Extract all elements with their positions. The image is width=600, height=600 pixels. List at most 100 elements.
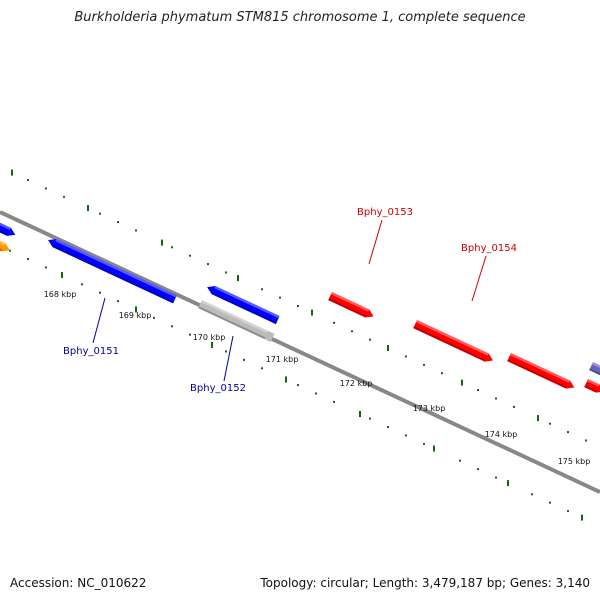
minor-tick	[117, 300, 119, 303]
backbone-line	[0, 210, 600, 494]
minor-tick	[189, 254, 191, 257]
minor-tick	[81, 283, 83, 286]
minor-tick	[459, 459, 461, 462]
tick-label: 175 kbp	[558, 457, 591, 466]
gene-arrow[interactable]	[584, 379, 600, 396]
gene-label[interactable]: Bphy_0152	[190, 383, 246, 394]
gene-shadow	[328, 298, 367, 318]
gene-arrow[interactable]	[0, 236, 12, 254]
gene-shadow	[584, 385, 597, 393]
gene-highlight	[200, 300, 269, 334]
gene-label[interactable]: Bphy_0151	[63, 346, 119, 357]
leader-line	[92, 297, 106, 344]
gene-highlight	[415, 320, 489, 356]
gene-arrow[interactable]	[198, 300, 275, 342]
backbone-stroke	[0, 210, 600, 494]
gene-feature[interactable]	[584, 379, 600, 396]
minor-tick	[423, 442, 425, 445]
gene-highlight	[55, 238, 177, 298]
gene-highlight	[214, 285, 280, 319]
minor-tick	[225, 271, 227, 274]
gene-feature[interactable]	[0, 218, 17, 239]
gene-label[interactable]: Bphy_0153	[357, 207, 413, 218]
gene-shadow	[0, 224, 8, 236]
minor-tick	[297, 305, 299, 308]
gene-feature[interactable]	[0, 236, 12, 254]
minor-tick	[441, 372, 443, 375]
gene-arrow[interactable]	[507, 353, 576, 392]
minor-tick	[477, 468, 479, 471]
tick-label: 174 kbp	[485, 430, 518, 439]
minor-tick	[495, 476, 497, 479]
minor-tick	[99, 212, 101, 215]
minor-tick	[351, 330, 353, 333]
gene-arrow[interactable]	[46, 236, 177, 304]
accession-text: Accession: NC_010622	[10, 576, 147, 590]
gene-shadow	[413, 326, 486, 362]
gene-track	[0, 218, 600, 396]
gene-label[interactable]: Bphy_0154	[461, 243, 517, 254]
leader-line	[368, 219, 383, 265]
tick-label: 173 kbp	[413, 404, 446, 413]
gene-arrow[interactable]	[589, 362, 600, 379]
minor-tick	[225, 350, 227, 353]
gene-highlight	[591, 362, 600, 370]
gene-shadow	[211, 292, 277, 325]
minor-tick	[333, 321, 335, 324]
minor-tick	[261, 288, 263, 291]
minor-tick	[9, 249, 11, 252]
minor-tick	[405, 434, 407, 437]
minor-tick	[63, 195, 65, 198]
gene-feature[interactable]	[589, 362, 600, 379]
tick-label: 169 kbp	[119, 311, 152, 320]
minor-tick	[135, 229, 137, 232]
minor-tick	[423, 363, 425, 366]
gene-feature[interactable]	[198, 300, 275, 342]
gene-highlight	[0, 236, 6, 246]
minor-tick	[297, 384, 299, 387]
gene-shadow	[198, 306, 266, 340]
minor-tick	[567, 510, 569, 513]
tick-labels: 168 kbp 169 kbp 170 kbp 171 kbp 172 kbp 173 k…	[44, 290, 591, 466]
gene-highlight	[330, 292, 370, 312]
gene-arrow[interactable]	[413, 320, 495, 365]
gene-arrow[interactable]	[0, 218, 17, 239]
minor-tick	[333, 400, 335, 403]
minor-tick	[585, 439, 587, 442]
gene-shadow	[507, 359, 567, 389]
gene-arrow[interactable]	[205, 283, 280, 325]
leader-line	[223, 335, 234, 382]
minor-tick	[117, 221, 119, 224]
gene-feature[interactable]	[507, 353, 576, 392]
gene-highlight	[0, 218, 11, 230]
minor-tick	[495, 397, 497, 400]
tick-label: 172 kbp	[340, 379, 373, 388]
gene-highlight	[509, 353, 570, 383]
gene-Bphy_0151[interactable]	[46, 236, 177, 304]
genome-summary-text: Topology: circular; Length: 3,479,187 bp…	[260, 576, 590, 590]
minor-tick	[171, 325, 173, 328]
gene-Bphy_0152[interactable]	[205, 283, 280, 325]
minor-tick	[549, 501, 551, 504]
minor-tick	[531, 493, 533, 496]
minor-tick	[99, 291, 101, 294]
gene-Bphy_0153[interactable]	[328, 292, 375, 320]
minor-tick	[27, 179, 29, 182]
map-title: Burkholderia phymatum STM815 chromosome …	[74, 10, 526, 25]
minor-tick	[369, 338, 371, 341]
minor-tick	[171, 246, 173, 249]
tick-label: 171 kbp	[266, 355, 299, 364]
minor-tick	[243, 358, 245, 361]
gene-Bphy_0154[interactable]	[413, 320, 495, 365]
minor-tick	[387, 426, 389, 429]
minor-tick	[369, 417, 371, 420]
gene-arrow[interactable]	[328, 292, 375, 320]
minor-tick	[189, 333, 191, 336]
gene-labels: Bphy_0151 Bphy_0152 Bphy_0153 Bphy_0154	[63, 207, 517, 394]
gene-shadow	[52, 245, 174, 304]
minor-tick	[27, 258, 29, 261]
gene-highlight	[586, 379, 600, 387]
minor-tick	[315, 392, 317, 395]
minor-tick	[45, 187, 47, 190]
